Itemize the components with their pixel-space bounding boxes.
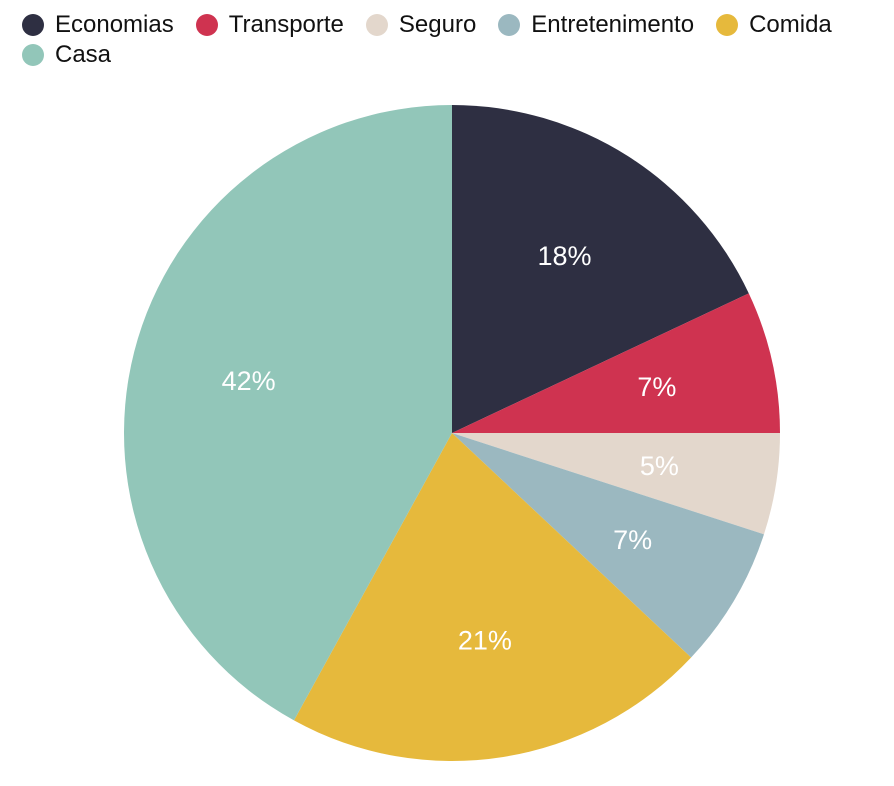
legend-swatch-casa: [22, 43, 44, 66]
legend-item-economias[interactable]: Economias: [22, 10, 174, 38]
legend-label-seguro: Seguro: [398, 10, 477, 38]
pie-slice-economias[interactable]: [452, 105, 749, 433]
legend-label-transporte: Transporte: [228, 10, 344, 38]
legend-label-comida: Comida: [749, 10, 832, 38]
legend-label-economias: Economias: [55, 10, 174, 38]
slice-label-economias: 18%: [537, 241, 591, 271]
slice-label-transporte: 7%: [637, 372, 676, 402]
pie-slice-entretenimento[interactable]: [452, 433, 764, 658]
pie-slice-casa[interactable]: [124, 105, 452, 721]
chart-legend: Economias Transporte Seguro Entretenimento C…: [22, 10, 892, 68]
pie-slice-transporte[interactable]: [452, 293, 780, 433]
slice-label-seguro: 5%: [640, 451, 679, 481]
legend-label-casa: Casa: [55, 40, 112, 68]
legend-swatch-comida: [716, 13, 739, 36]
slice-label-casa: 42%: [222, 366, 276, 396]
slice-label-comida: 21%: [458, 625, 512, 655]
legend-swatch-economias: [22, 13, 44, 36]
pie-slice-seguro[interactable]: [452, 433, 780, 535]
legend-swatch-seguro: [365, 13, 388, 36]
legend-swatch-transporte: [195, 13, 218, 36]
pie-slice-comida[interactable]: [293, 433, 692, 761]
slice-label-entretenimento: 7%: [613, 525, 652, 555]
legend-label-entretenimento: Entretenimento: [531, 10, 695, 38]
legend-item-casa[interactable]: Casa: [22, 40, 112, 68]
legend-item-entretenimento[interactable]: Entretenimento: [498, 10, 695, 38]
legend-item-comida[interactable]: Comida: [716, 10, 832, 38]
legend-item-transporte[interactable]: Transporte: [195, 10, 344, 38]
legend-item-seguro[interactable]: Seguro: [365, 10, 477, 38]
legend-swatch-entretenimento: [498, 13, 521, 36]
